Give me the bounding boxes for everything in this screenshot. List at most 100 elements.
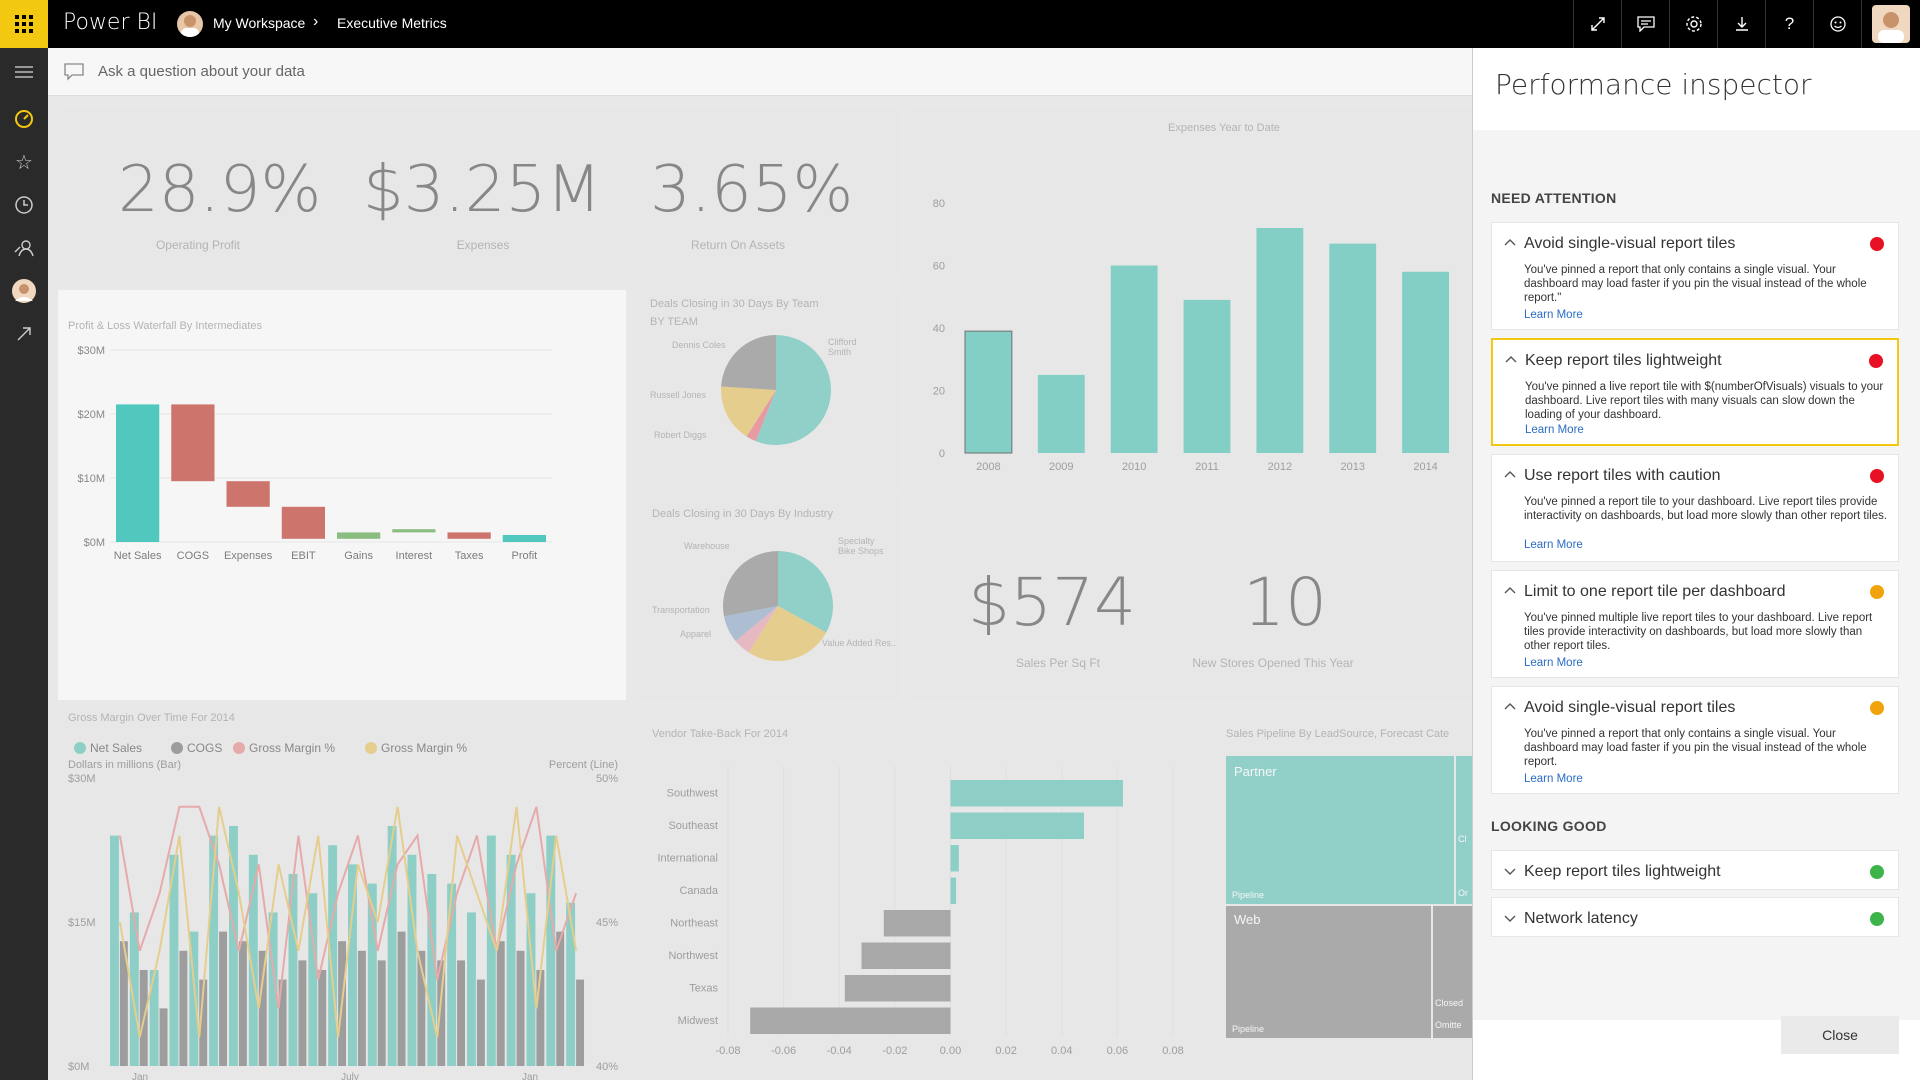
industry-pie-label: Specialty	[838, 536, 875, 546]
gm-netsales-bar	[427, 874, 437, 1066]
chevron-up-icon[interactable]	[1503, 352, 1519, 368]
learn-more-link[interactable]: Learn More	[1524, 539, 1583, 551]
vendor-tile[interactable]: Vendor Take-Back For 2014 -0.08 -0.06 -0.0…	[638, 706, 1186, 1080]
gm-cogs-bar	[298, 960, 307, 1066]
vendor-xtick-label: -0.04	[827, 1045, 852, 1057]
gm-netsales-bar	[348, 864, 357, 1066]
pipeline-tile[interactable]: Sales Pipeline By LeadSource, Forecast C…	[1214, 706, 1472, 1080]
gm-ytick-right: 45%	[596, 917, 618, 929]
learn-more-link[interactable]: Learn More	[1524, 773, 1583, 785]
qna-input[interactable]: Ask a question about your data	[98, 63, 305, 80]
learn-more-link[interactable]: Learn More	[1524, 657, 1583, 669]
severity-dot	[1870, 912, 1884, 926]
comment-icon[interactable]	[1621, 0, 1669, 48]
ytd-xtick-label: 2010	[1122, 461, 1146, 473]
wf-bar	[281, 506, 325, 539]
user-avatar[interactable]	[1861, 0, 1920, 48]
kpi-tile-group[interactable]: 28.9% Operating Profit $3.25M Expenses 3…	[58, 108, 900, 278]
shared-with-me-icon[interactable]	[12, 236, 36, 260]
fullscreen-icon[interactable]	[1573, 0, 1621, 48]
card-description: You've pinned a report that only contain…	[1524, 728, 1867, 768]
team-pie-slice	[721, 386, 776, 437]
chevron-up-icon[interactable]	[1502, 699, 1518, 715]
recent-clock-icon[interactable]	[12, 193, 36, 217]
attention-card[interactable]: Limit to one report tile per dashboard Yo…	[1491, 570, 1899, 678]
dashboard-canvas: Ask a question about your data 28.9% Ope…	[48, 48, 1472, 1080]
expenses-ytd-tile[interactable]: Expenses Year to Date 0 20 40 60 80 2008 2009 2…	[913, 108, 1472, 496]
learn-more-link[interactable]: Learn More	[1524, 309, 1583, 321]
industry-pie-slice	[735, 606, 778, 653]
gm-netsales-bar	[546, 835, 556, 1066]
wf-bar	[116, 404, 160, 542]
looking-good-heading: LOOKING GOOD	[1491, 818, 1607, 834]
expenses-ytd-chart: 0 20 40 60 80 2008 2009 2010 2011 2012 2013 2014	[933, 198, 1449, 473]
wf-xtick-label: EBIT	[291, 550, 316, 562]
vendor-bar	[950, 877, 957, 904]
team-pie-label: Clifford	[828, 337, 856, 347]
settings-gear-icon[interactable]	[1669, 0, 1717, 48]
wf-xtick-label: Taxes	[455, 550, 484, 562]
wf-bar	[447, 532, 491, 539]
close-button[interactable]: Close	[1781, 1016, 1899, 1054]
attention-card[interactable]: Avoid single-visual report tiles You've p…	[1491, 686, 1899, 794]
chevron-down-icon[interactable]	[1502, 910, 1518, 926]
wf-xtick-label: Expenses	[224, 550, 273, 562]
attention-card[interactable]: Keep report tiles lightweight You've pinn…	[1491, 338, 1899, 446]
vendor-bar	[883, 910, 951, 937]
help-icon[interactable]: ?	[1765, 0, 1813, 48]
ytd-bar	[964, 330, 1013, 454]
hamburger-menu-icon[interactable]	[12, 60, 36, 84]
gm-cogs-bar	[397, 931, 406, 1066]
chevron-up-icon[interactable]	[1502, 235, 1518, 251]
gm-cogs-bar	[496, 941, 505, 1066]
favorites-star-icon[interactable]: ☆	[15, 151, 33, 174]
gm-line-gm1	[118, 805, 578, 1009]
chevron-up-icon[interactable]	[1502, 467, 1518, 483]
tree-web-block	[1226, 906, 1431, 1038]
wf-xtick-label: Profit	[512, 550, 538, 562]
waterfall-tile[interactable]: Profit & Loss Waterfall By Intermediates…	[58, 290, 626, 700]
workspace-avatar[interactable]	[12, 279, 36, 303]
wf-xtick-label: Gains	[344, 550, 373, 562]
kpi-tile-stores[interactable]: $574 Sales Per Sq Ft 10 New Stores Opene…	[913, 506, 1472, 700]
breadcrumb-dashboard[interactable]: Executive Metrics	[337, 15, 447, 31]
qna-bar[interactable]: Ask a question about your data	[48, 48, 1472, 96]
ytd-bar	[1256, 228, 1304, 453]
ytd-bar	[1329, 243, 1377, 453]
gross-margin-tile[interactable]: Gross Margin Over Time For 2014 Net Sale…	[58, 706, 626, 1080]
card-title: Avoid single-visual report tiles	[1524, 235, 1736, 252]
learn-more-link[interactable]: Learn More	[1525, 424, 1584, 436]
chevron-down-icon[interactable]	[1502, 863, 1518, 879]
deals-industry-tile[interactable]: Deals Closing in 30 Days By Industry Spe…	[638, 496, 900, 700]
wf-ytick-label: $20M	[77, 409, 105, 421]
attention-card[interactable]: Avoid single-visual report tiles You've p…	[1491, 222, 1899, 330]
vendor-bar	[950, 812, 1084, 839]
card-title: Avoid single-visual report tiles	[1524, 699, 1736, 716]
waterfall-title: Profit & Loss Waterfall By Intermediates	[68, 320, 262, 332]
app-launcher-icon[interactable]	[0, 0, 48, 48]
card-description: You've pinned a report that only contain…	[1524, 264, 1867, 304]
looking-good-card[interactable]: Network latency	[1491, 897, 1899, 937]
attention-card[interactable]: Use report tiles with caution You've pinn…	[1491, 454, 1899, 562]
gm-cogs-bar	[357, 950, 366, 1066]
kpi-sales-sqft-label: Sales Per Sq Ft	[1015, 656, 1101, 670]
gm-cogs-bar	[219, 931, 228, 1066]
app-title[interactable]: Power BI	[63, 10, 158, 35]
breadcrumb-workspace[interactable]: My Workspace	[213, 15, 306, 31]
gm-netsales-bar	[110, 835, 119, 1066]
looking-good-card[interactable]: Keep report tiles lightweight	[1491, 850, 1899, 890]
panel-content[interactable]: NEED ATTENTION Avoid single-visual repor…	[1473, 130, 1920, 1020]
feedback-smiley-icon[interactable]	[1813, 0, 1861, 48]
need-attention-heading: NEED ATTENTION	[1491, 190, 1617, 206]
dashboard-gauge-icon[interactable]	[12, 107, 36, 131]
gm-netsales-bar	[169, 854, 179, 1066]
tree-web-small	[1433, 906, 1472, 1038]
team-pie-label: Robert Diggs	[654, 430, 707, 440]
ytd-xtick-label: 2008	[976, 461, 1000, 473]
deals-team-tile[interactable]: Deals Closing in 30 Days By Team BY TEAM…	[638, 290, 900, 490]
download-icon[interactable]	[1717, 0, 1765, 48]
get-data-arrow-icon[interactable]	[12, 322, 36, 346]
chevron-up-icon[interactable]	[1502, 583, 1518, 599]
vendor-xtick-label: 0.04	[1051, 1045, 1072, 1057]
